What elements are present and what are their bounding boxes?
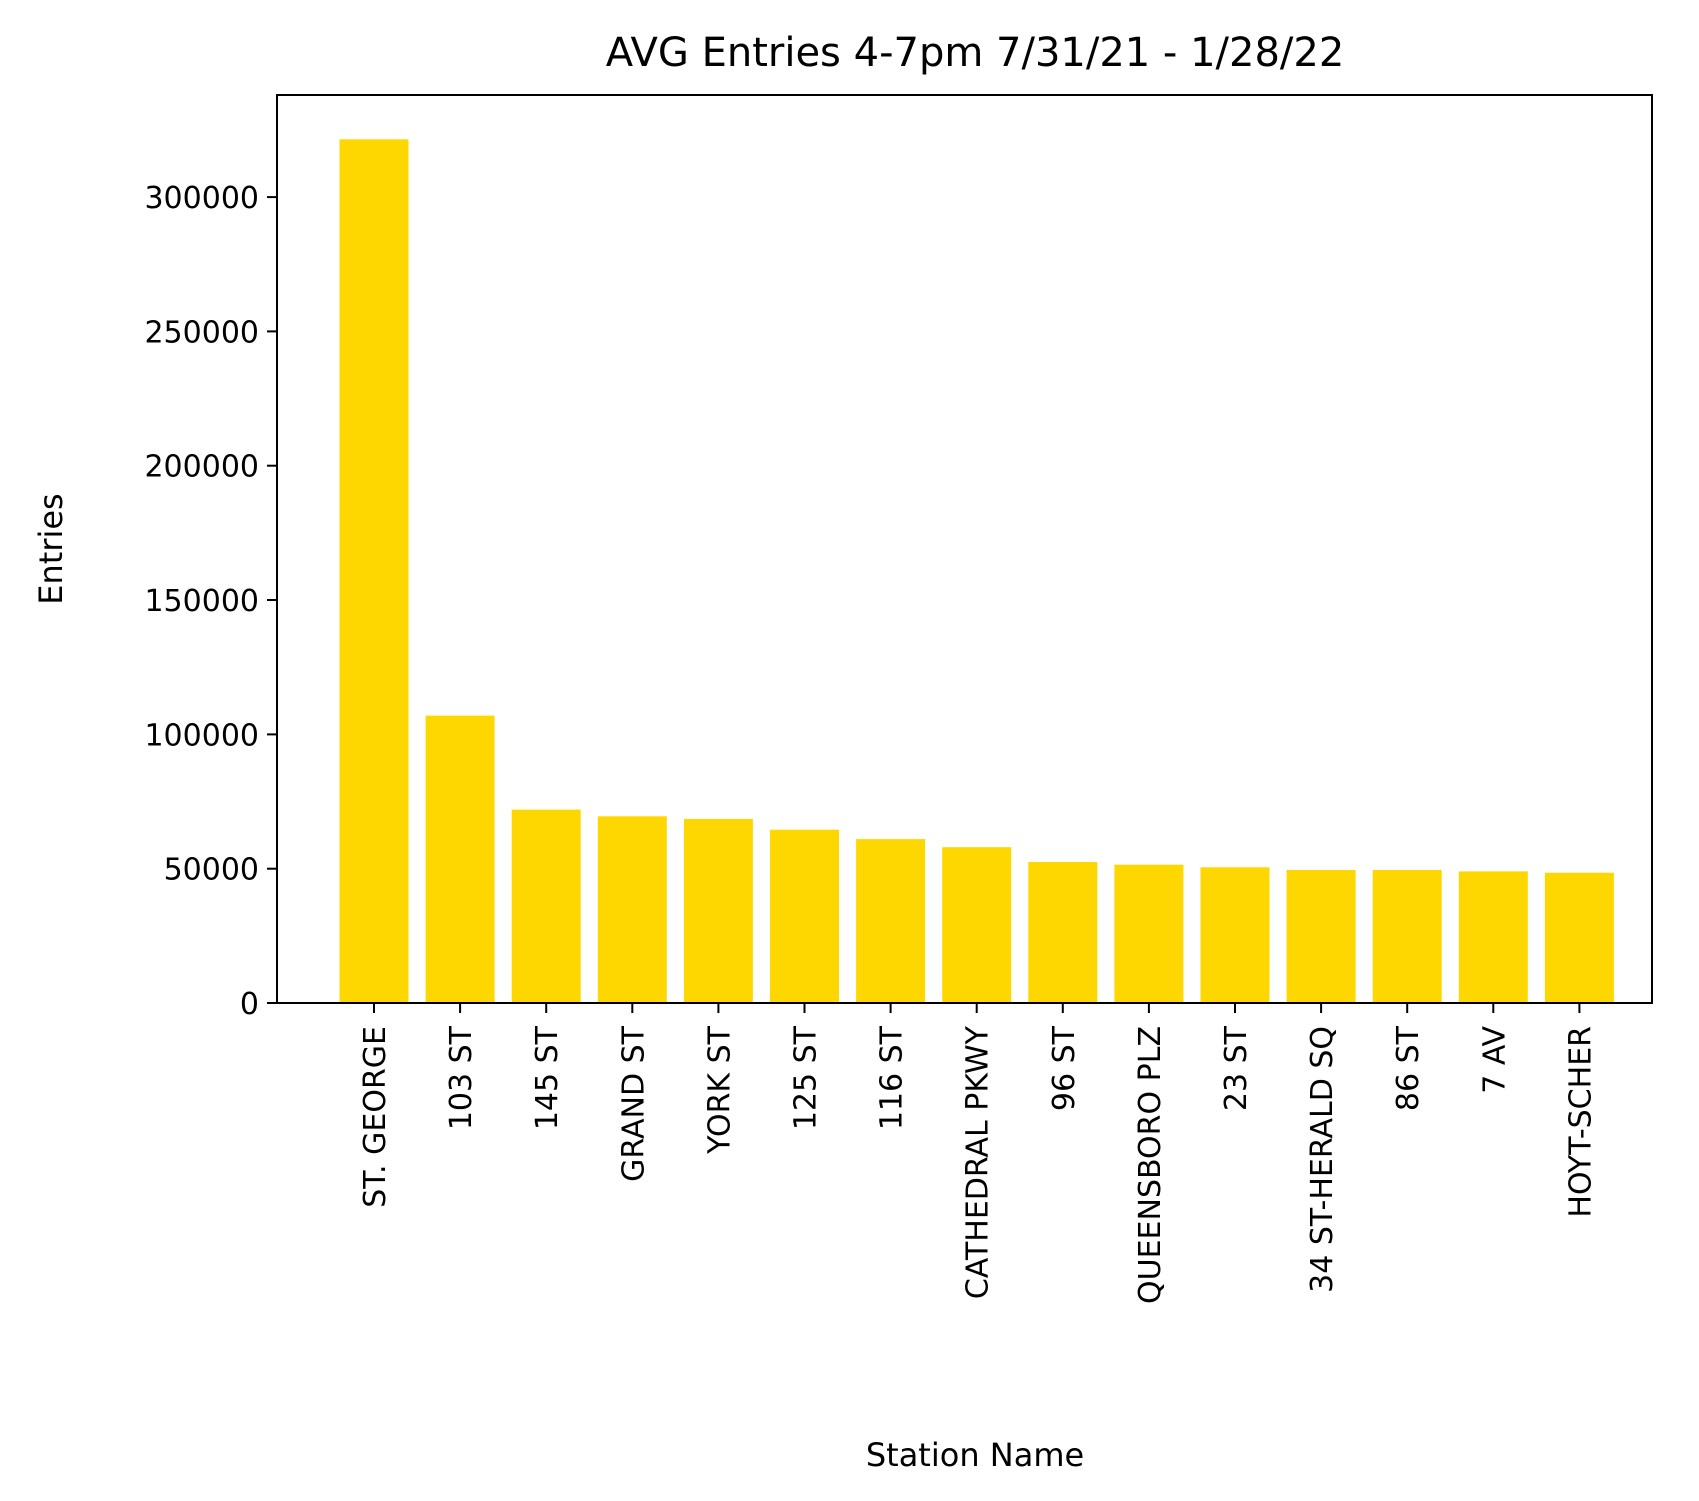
bar-103-st xyxy=(425,715,495,1003)
y-tick-label: 250000 xyxy=(144,315,259,350)
y-tick-label: 50000 xyxy=(164,853,259,888)
bar-96-st xyxy=(1028,862,1098,1003)
y-tick-label: 300000 xyxy=(144,181,259,216)
x-tick-label: 34 ST-HERALD SQ xyxy=(1305,1026,1340,1293)
bar-york-st xyxy=(683,819,753,1003)
x-tick-label: QUEENSBORO PLZ xyxy=(1133,1026,1168,1304)
x-tick-label: YORK ST xyxy=(702,1025,737,1154)
x-tick-label: 125 ST xyxy=(789,1025,824,1130)
x-axis-label: Station Name xyxy=(866,1436,1084,1474)
x-tick-label: CATHEDRAL PKWY xyxy=(961,1025,996,1299)
y-tick-label: 200000 xyxy=(144,450,259,485)
y-tick-label: 150000 xyxy=(144,584,259,619)
bar-hoyt-scher xyxy=(1544,872,1614,1003)
chart-title: AVG Entries 4-7pm 7/31/21 - 1/28/22 xyxy=(606,30,1345,76)
x-tick-label: 116 ST xyxy=(875,1025,910,1130)
bar-34-st-herald-sq xyxy=(1286,870,1356,1003)
x-tick-label: 96 ST xyxy=(1047,1025,1082,1111)
bar-145-st xyxy=(511,809,581,1003)
bar-st-george xyxy=(339,139,409,1004)
bar-23-st xyxy=(1200,867,1270,1003)
x-axis: ST. GEORGE 103 ST 145 ST GRAND ST YORK ST 125… xyxy=(358,1003,1598,1304)
y-axis: 0 50000 100000 150000 200000 250000 300000 xyxy=(144,181,277,1022)
x-tick-label: 103 ST xyxy=(444,1025,479,1130)
plot-frame xyxy=(276,94,1653,1004)
bar-grand-st xyxy=(597,816,667,1003)
bar-125-st xyxy=(770,829,839,1003)
y-tick-label: 0 xyxy=(240,987,259,1022)
x-tick-label: HOYT-SCHER xyxy=(1563,1026,1598,1218)
x-tick-label: 23 ST xyxy=(1219,1025,1254,1111)
y-tick-label: 100000 xyxy=(144,718,259,753)
bar-86-st xyxy=(1372,870,1442,1003)
x-tick-label: GRAND ST xyxy=(616,1025,651,1182)
bars-group xyxy=(339,139,1614,1004)
x-tick-label: 145 ST xyxy=(530,1025,565,1130)
bar-cathedral-pkwy xyxy=(942,847,1012,1003)
bar-7-av xyxy=(1458,871,1528,1003)
y-axis-label: Entries xyxy=(32,493,70,604)
x-tick-label: ST. GEORGE xyxy=(358,1026,393,1208)
x-tick-label: 86 ST xyxy=(1391,1025,1426,1111)
bar-116-st xyxy=(856,839,926,1003)
x-tick-label: 7 AV xyxy=(1477,1026,1512,1094)
bar-queensboro-plz xyxy=(1114,864,1184,1003)
